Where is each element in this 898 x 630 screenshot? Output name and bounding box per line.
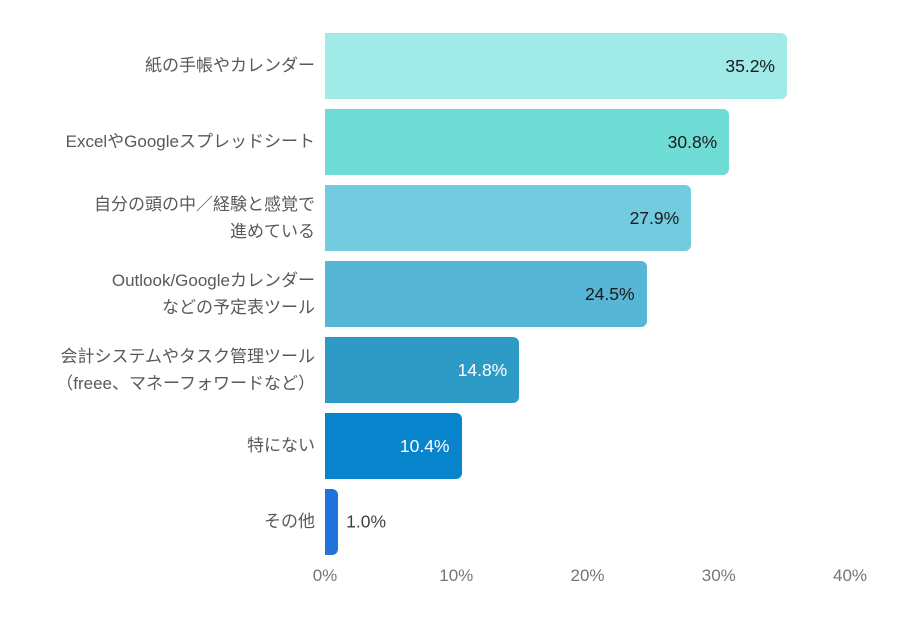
- x-axis: 0% 10% 20% 30% 40%: [313, 566, 867, 590]
- bar-row: 紙の手帳やカレンダー 35.2%: [0, 33, 850, 99]
- bar-row: 自分の頭の中／経験と感覚で 進めている 27.9%: [0, 185, 850, 251]
- x-axis-tick: 10%: [439, 566, 474, 585]
- category-label: 特にない: [247, 436, 315, 456]
- bar-row: 特にない 10.4%: [0, 413, 850, 479]
- category-label: ExcelやGoogleスプレッドシート: [65, 132, 315, 152]
- bar-track: 14.8%: [325, 337, 850, 403]
- value-label: 1.0%: [346, 511, 387, 532]
- value-label: 35.2%: [725, 55, 775, 76]
- bar: 35.2%: [325, 33, 787, 99]
- bar-track: 35.2%: [325, 33, 850, 99]
- category-label: その他: [264, 512, 315, 532]
- bar-track: 24.5%: [325, 261, 850, 327]
- bar-track: 27.9%: [325, 185, 850, 251]
- x-axis-tick: 20%: [570, 566, 605, 585]
- bar: 27.9%: [325, 185, 692, 251]
- category-label: 紙の手帳やカレンダー: [145, 56, 315, 76]
- value-label: 14.8%: [457, 359, 508, 380]
- bar-row: ExcelやGoogleスプレッドシート 30.8%: [0, 109, 850, 175]
- x-axis-tick: 40%: [832, 566, 868, 585]
- bar-row: 会計システムやタスク管理ツール （freee、マネーフォワードなど） 14.8%: [0, 337, 850, 403]
- bar: 10.4%: [325, 413, 462, 479]
- bar-track: 30.8%: [325, 109, 850, 175]
- category-label: Outlook/Googleカレンダー などの予定表ツール: [111, 270, 315, 317]
- value-label: 27.9%: [629, 207, 680, 228]
- x-axis-tick: 0%: [312, 566, 338, 585]
- bar: 1.0%: [325, 489, 386, 555]
- category-label: 自分の頭の中／経験と感覚で 進めている: [94, 194, 315, 241]
- value-label: 30.8%: [667, 131, 718, 152]
- bar-row: Outlook/Googleカレンダー などの予定表ツール 24.5%: [0, 261, 850, 327]
- chart-rows: 紙の手帳やカレンダー 35.2% ExcelやGoogleスプレッドシート 30…: [0, 33, 850, 565]
- bar-track: 10.4%: [325, 413, 850, 479]
- category-label: 会計システムやタスク管理ツール （freee、マネーフォワードなど）: [56, 346, 315, 393]
- bar: 14.8%: [325, 337, 520, 403]
- value-label: 24.5%: [584, 283, 635, 304]
- value-label: 10.4%: [399, 435, 450, 456]
- bar-row: その他 1.0%: [0, 489, 850, 555]
- bar: 30.8%: [325, 109, 730, 175]
- bar-track: 1.0%: [325, 489, 850, 555]
- bar: 24.5%: [325, 261, 647, 327]
- x-axis-tick: 30%: [701, 566, 736, 585]
